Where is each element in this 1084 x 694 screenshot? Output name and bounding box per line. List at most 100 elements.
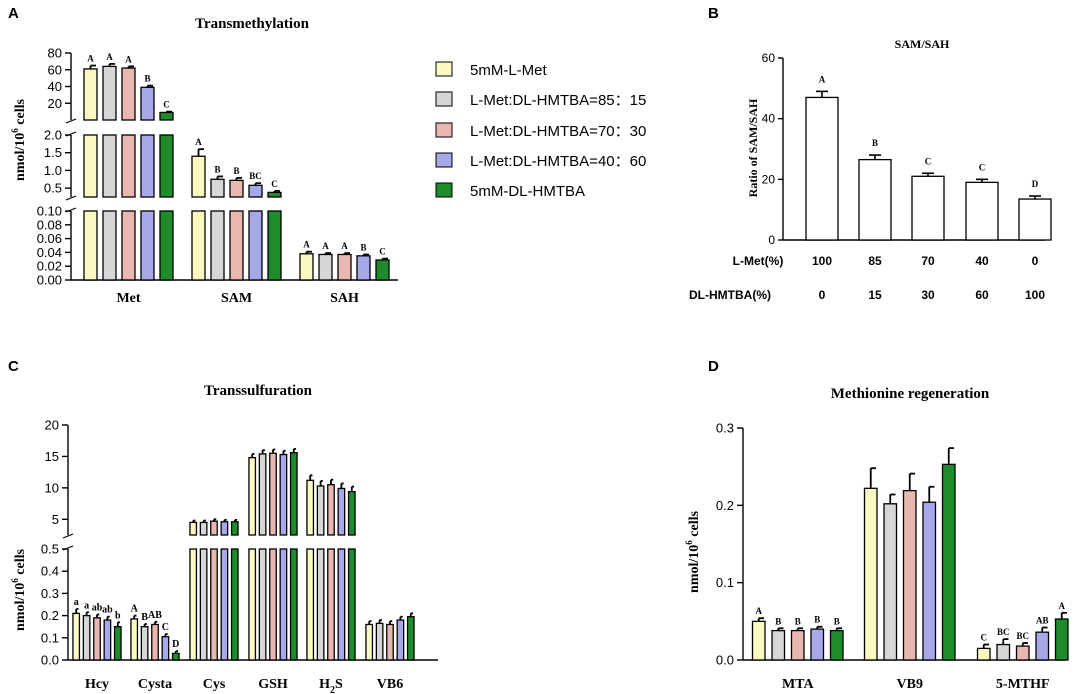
bar-segment — [306, 548, 315, 661]
chart-title-d: Methionine regeneration — [831, 386, 990, 402]
x-tick-label-D: MTA — [782, 677, 815, 692]
y-tick-label-A: 1.5 — [44, 145, 62, 160]
significance-label: AB — [1036, 616, 1049, 626]
y-tick-label-A: 80 — [48, 46, 62, 61]
bar — [1015, 645, 1030, 661]
plot-area: 0.000.020.040.060.080.100.51.01.52.02040… — [37, 46, 1069, 694]
y-axis-label-b: Ratio of SAM/SAH — [746, 98, 760, 197]
bar-segment — [230, 548, 239, 661]
significance-label: BC — [1016, 631, 1029, 641]
bar — [279, 453, 288, 536]
bar — [113, 626, 122, 661]
bar — [810, 628, 825, 661]
bar — [941, 463, 956, 661]
bar-segment — [159, 134, 174, 198]
x-tick-label-C: Cys — [203, 677, 226, 692]
bar-segment — [102, 134, 117, 198]
significance-label: D — [1032, 179, 1039, 189]
bar — [269, 452, 277, 536]
panel-letter-d: D — [708, 358, 719, 375]
bar — [771, 629, 786, 661]
legend-swatch-3 — [435, 122, 453, 138]
significance-label: A — [341, 241, 348, 251]
y-tick-label-D: 0.2 — [716, 498, 734, 513]
y-tick-label-B: 40 — [762, 112, 776, 126]
y-tick-label-B: 0 — [768, 233, 775, 247]
bar — [406, 616, 415, 661]
y-tick-label-C: 10 — [45, 480, 59, 495]
significance-label: C — [163, 100, 170, 110]
x-tick-label-part: Cysta — [138, 677, 172, 692]
significance-label: b — [115, 610, 121, 621]
significance-label: A — [195, 137, 202, 147]
significance-label: C — [979, 162, 986, 172]
y-axis-label-d: nmol/106 cells — [684, 511, 702, 593]
bar — [375, 259, 390, 281]
bar-segment — [316, 548, 325, 661]
bar-segment — [140, 134, 155, 198]
bar — [210, 520, 218, 536]
bar — [130, 618, 139, 661]
x-tick-label-C: GSH — [258, 677, 288, 692]
significance-label: B — [214, 164, 220, 174]
table-cell-dlhmtba: 15 — [868, 288, 882, 302]
bar — [976, 647, 991, 661]
panel-letter-c: C — [8, 358, 19, 375]
table-cell-lmet: 70 — [921, 254, 935, 268]
bar-segment — [102, 210, 117, 281]
table-cell-dlhmtba: 60 — [975, 288, 989, 302]
bar — [140, 86, 155, 121]
significance-label: B — [141, 612, 148, 623]
bar-segment — [191, 210, 206, 281]
bar-segment — [248, 548, 257, 661]
bar — [790, 629, 805, 661]
bar — [210, 178, 225, 198]
table-cell-dlhmtba: 100 — [1025, 288, 1045, 302]
y-tick-label-C: 0.4 — [41, 564, 59, 579]
bar — [83, 68, 98, 121]
table-cell-lmet: 85 — [868, 254, 882, 268]
bar — [1018, 198, 1052, 241]
bar — [1054, 618, 1069, 661]
significance-label: C — [271, 179, 278, 189]
bar — [863, 487, 878, 661]
bar — [751, 620, 766, 661]
bar — [327, 484, 335, 536]
bar-segment — [327, 548, 335, 661]
y-tick-label-C: 0.0 — [41, 653, 59, 668]
bar — [996, 643, 1011, 661]
significance-label: a — [74, 597, 79, 608]
table-cell-dlhmtba: 0 — [819, 288, 826, 302]
bar — [337, 487, 346, 536]
bar — [102, 65, 117, 121]
legend-label-4: L-Met:DL-HMTBA=40：60 — [470, 153, 646, 170]
y-tick-label-C: 0.2 — [41, 608, 59, 623]
legend-swatch-5 — [435, 182, 453, 198]
y-tick-label-A: 0.10 — [37, 204, 62, 219]
bar — [337, 253, 352, 281]
significance-label: B — [795, 616, 801, 626]
chart-title-c: Transsulfuration — [204, 383, 313, 399]
significance-label: B — [775, 616, 781, 626]
bar — [93, 617, 101, 661]
bar — [922, 501, 937, 661]
significance-label: BC — [997, 627, 1010, 637]
x-tick-label-part: VB6 — [377, 677, 403, 692]
axis-break-mark-A — [65, 195, 77, 201]
significance-label: BC — [249, 171, 262, 181]
x-tick-label-A: SAM — [221, 291, 252, 306]
bar — [191, 155, 206, 198]
bar — [347, 490, 356, 536]
axis-break-mark-A — [65, 118, 77, 124]
legend-label-5: 5mM-DL-HMTBA — [470, 183, 585, 200]
bar-segment — [279, 548, 288, 661]
bar — [229, 179, 244, 198]
y-tick-label-C: 0.1 — [41, 630, 59, 645]
significance-label: ab — [92, 602, 103, 613]
bar — [306, 479, 315, 536]
y-tick-label-D: 0.3 — [716, 421, 734, 436]
significance-label: C — [981, 633, 988, 643]
table-cell-dlhmtba: 30 — [921, 288, 935, 302]
y-tick-label-C: 15 — [45, 449, 59, 464]
